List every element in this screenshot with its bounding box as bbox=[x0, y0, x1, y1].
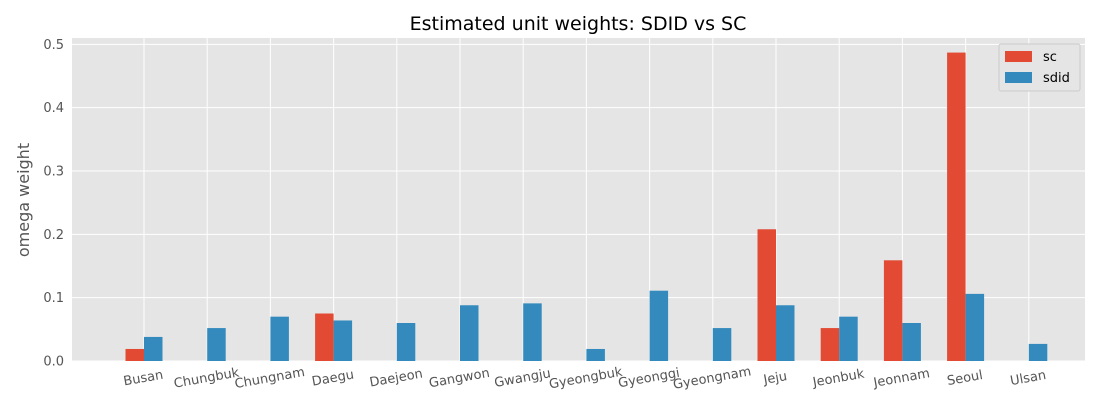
bar-sc-busan bbox=[125, 348, 144, 361]
bar-sdid-chungbuk bbox=[207, 328, 226, 361]
y-tick-label: 0.1 bbox=[43, 291, 64, 306]
chart-title: Estimated unit weights: SDID vs SC bbox=[410, 13, 747, 35]
y-tick-label: 0.5 bbox=[43, 38, 64, 53]
x-tick-label: Busan bbox=[122, 368, 164, 390]
x-tick-label: Gyeongnam bbox=[672, 364, 752, 393]
bar-sdid-gwangju bbox=[523, 303, 542, 361]
bar-sdid-gangwon bbox=[460, 305, 479, 361]
legend: sc sdid bbox=[998, 43, 1081, 92]
x-tick-label: Chungbuk bbox=[173, 365, 241, 391]
bar-sdid-jeju bbox=[776, 305, 795, 361]
bar-sdid-busan bbox=[144, 336, 163, 361]
x-tick-label: Chungnam bbox=[234, 365, 306, 392]
legend-swatch-sc bbox=[1005, 51, 1032, 62]
y-tick-label: 0.4 bbox=[43, 101, 64, 116]
legend-label-sdid: sdid bbox=[1043, 71, 1070, 86]
x-tick-label: Jeju bbox=[761, 369, 788, 388]
bars bbox=[125, 52, 1048, 362]
y-tick-label: 0.0 bbox=[43, 355, 64, 370]
x-tick-label: Seoul bbox=[946, 368, 984, 389]
bar-sc-seoul bbox=[947, 52, 966, 362]
bar-sc-jeju bbox=[757, 229, 776, 361]
y-axis-label: omega weight bbox=[14, 143, 33, 257]
y-tick-labels: 0.0 0.1 0.2 0.3 0.4 0.5 bbox=[43, 38, 64, 370]
bar-sc-daegu bbox=[315, 313, 334, 361]
x-tick-label: Gwangju bbox=[493, 366, 552, 391]
x-tick-label: Daegu bbox=[311, 367, 355, 389]
x-tick-label: Gyeongbuk bbox=[548, 365, 624, 393]
x-tick-label: Jeonnam bbox=[871, 366, 931, 391]
x-tick-label: Gangwon bbox=[428, 366, 491, 391]
plot-background bbox=[72, 38, 1085, 361]
bar-sdid-jeonnam bbox=[902, 323, 921, 361]
bar-sdid-gyeonggi bbox=[649, 290, 669, 361]
bar-sdid-gyeongnam bbox=[712, 328, 732, 361]
bar-sdid-daejeon bbox=[396, 323, 416, 361]
bar-sc-jeonnam bbox=[883, 260, 903, 361]
legend-label-sc: sc bbox=[1043, 50, 1057, 65]
bar-sdid-seoul bbox=[965, 293, 985, 361]
x-tick-label: Jeonbuk bbox=[811, 367, 866, 391]
bar-sdid-jeonbuk bbox=[839, 316, 858, 361]
y-tick-label: 0.2 bbox=[43, 228, 64, 243]
bar-sdid-gyeongbuk bbox=[586, 348, 605, 361]
x-tick-label: Ulsan bbox=[1009, 368, 1047, 389]
bar-sdid-daegu bbox=[333, 320, 353, 361]
legend-swatch-sdid bbox=[1005, 72, 1032, 83]
y-tick-label: 0.3 bbox=[43, 165, 64, 180]
x-tick-label: Daejeon bbox=[368, 366, 424, 390]
bar-sdid-chungnam bbox=[270, 316, 289, 361]
bar-sdid-ulsan bbox=[1028, 343, 1048, 361]
bar-sc-jeonbuk bbox=[820, 328, 840, 361]
